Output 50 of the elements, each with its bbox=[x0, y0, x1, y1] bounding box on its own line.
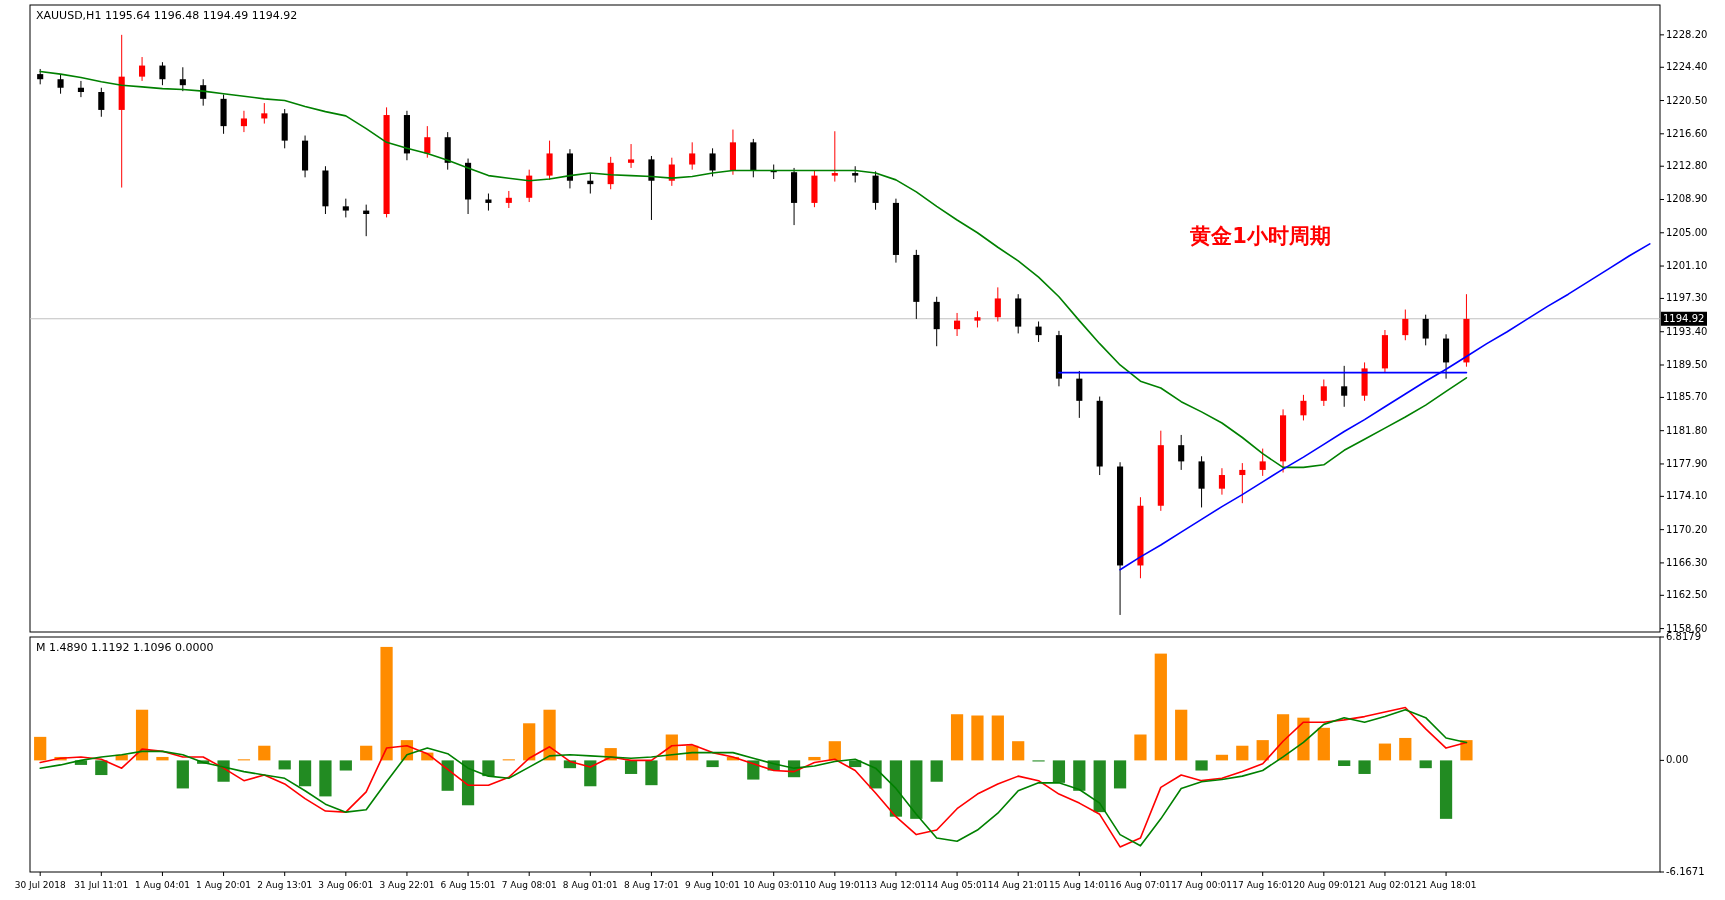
x-tick-label: 6 Aug 15:01 bbox=[440, 880, 496, 890]
y-tick-label: 1224.40 bbox=[1666, 61, 1708, 73]
x-tick-label: 21 Aug 18:01 bbox=[1415, 880, 1477, 890]
y-tick-label: -6.1671 bbox=[1666, 866, 1705, 877]
x-tick-label: 21 Aug 02:01 bbox=[1354, 880, 1416, 890]
y-tick-label: 1162.50 bbox=[1666, 589, 1708, 601]
y-tick-label: 1220.50 bbox=[1666, 94, 1708, 106]
x-tick-label: 3 Aug 06:01 bbox=[318, 880, 374, 890]
x-tick-label: 10 Aug 03:01 bbox=[743, 880, 805, 890]
x-tick-label: 1 Aug 20:01 bbox=[196, 880, 252, 890]
x-tick-label: 10 Aug 19:01 bbox=[804, 880, 866, 890]
x-tick-label: 1 Aug 04:01 bbox=[134, 880, 190, 890]
y-tick-label: 1197.30 bbox=[1666, 292, 1708, 304]
y-tick-label: 1201.10 bbox=[1666, 260, 1708, 272]
y-tick-label: 1185.70 bbox=[1666, 391, 1708, 403]
x-tick-label: 9 Aug 10:01 bbox=[685, 880, 741, 890]
chart-title: XAUUSD,H1 1195.64 1196.48 1194.49 1194.92 bbox=[36, 9, 298, 22]
ref-line-label: 1194.92 bbox=[1663, 312, 1705, 324]
x-tick-label: 7 Aug 08:01 bbox=[501, 880, 557, 890]
x-tick-label: 8 Aug 17:01 bbox=[623, 880, 679, 890]
y-tick-label: 1212.80 bbox=[1666, 160, 1708, 172]
y-tick-label: 1193.40 bbox=[1666, 325, 1708, 337]
x-tick-label: 14 Aug 21:01 bbox=[987, 880, 1049, 890]
x-tick-label: 16 Aug 07:01 bbox=[1110, 880, 1171, 890]
x-tick-label: 3 Aug 22:01 bbox=[379, 880, 435, 890]
annotation: 黄金1小时周期 bbox=[1189, 223, 1331, 248]
y-tick-label: 0.00 bbox=[1666, 754, 1689, 766]
chart-title: M 1.4890 1.1192 1.1096 0.0000 bbox=[36, 641, 214, 654]
x-tick-label: 8 Aug 01:01 bbox=[562, 880, 618, 890]
y-tick-label: 6.8179 bbox=[1666, 631, 1701, 642]
x-tick-label: 31 Jul 11:01 bbox=[74, 880, 129, 890]
y-tick-label: 1158.60 bbox=[1666, 622, 1708, 634]
y-tick-label: 1174.10 bbox=[1666, 490, 1708, 502]
y-tick-label: 1177.90 bbox=[1666, 457, 1708, 469]
x-tick-label: 14 Aug 05:01 bbox=[926, 880, 988, 890]
y-tick-label: 1170.20 bbox=[1666, 523, 1708, 535]
x-tick-label: 17 Aug 16:01 bbox=[1232, 880, 1294, 890]
x-tick-label: 30 Jul 2018 bbox=[14, 880, 66, 890]
y-tick-label: 1205.00 bbox=[1666, 226, 1708, 238]
x-tick-label: 20 Aug 09:01 bbox=[1293, 880, 1355, 890]
x-tick-label: 15 Aug 14:01 bbox=[1048, 880, 1110, 890]
y-tick-label: 1189.50 bbox=[1666, 358, 1708, 370]
x-tick-label: 17 Aug 00:01 bbox=[1171, 880, 1232, 890]
y-tick-label: 1216.60 bbox=[1666, 127, 1708, 139]
y-tick-label: 1208.90 bbox=[1666, 193, 1708, 205]
y-tick-label: 1166.30 bbox=[1666, 556, 1708, 568]
x-tick-label: 2 Aug 13:01 bbox=[257, 880, 313, 890]
x-tick-label: 13 Aug 12:01 bbox=[865, 880, 927, 890]
y-tick-label: 1181.80 bbox=[1666, 424, 1708, 436]
y-tick-label: 1228.20 bbox=[1666, 28, 1708, 40]
